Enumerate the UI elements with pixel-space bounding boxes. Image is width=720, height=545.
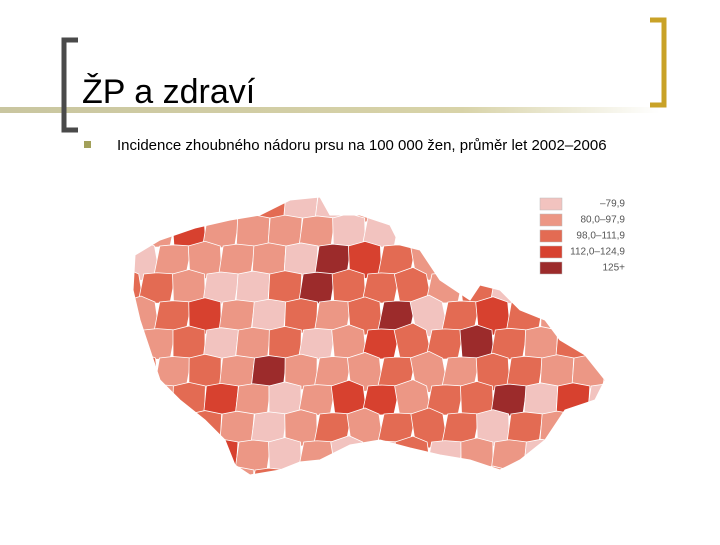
district <box>571 410 605 446</box>
legend-swatch <box>539 229 563 243</box>
district <box>154 467 192 475</box>
bullet-marker <box>84 141 91 148</box>
district <box>539 467 575 475</box>
district <box>602 355 605 389</box>
district <box>460 437 494 475</box>
legend: –79,9 80,0–97,9 98,0–111,9 112,0–124,9 125+ <box>539 197 626 275</box>
district <box>138 439 176 473</box>
district <box>219 355 255 389</box>
district <box>489 216 529 248</box>
district <box>474 197 512 225</box>
district <box>133 210 145 254</box>
district <box>523 438 559 474</box>
title-rule <box>0 107 660 113</box>
district <box>572 465 605 475</box>
district <box>235 326 271 362</box>
district <box>476 465 510 475</box>
district <box>138 384 176 416</box>
legend-swatch <box>539 197 563 211</box>
district <box>524 269 558 307</box>
district <box>602 468 605 475</box>
district <box>187 410 223 446</box>
district <box>361 440 401 472</box>
district <box>586 439 605 473</box>
slide-title: ŽP a zdraví <box>82 73 256 111</box>
left-bracket <box>61 37 78 133</box>
district <box>297 440 337 472</box>
legend-swatch <box>539 261 563 275</box>
district <box>133 197 161 226</box>
legend-label: 112,0–124,9 <box>570 247 625 258</box>
district <box>506 355 544 389</box>
district <box>219 466 255 475</box>
district <box>133 380 143 420</box>
district <box>410 197 448 225</box>
district <box>187 197 223 224</box>
district <box>441 244 481 276</box>
district <box>474 239 512 281</box>
district <box>171 438 207 474</box>
legend-label: 98,0–111,9 <box>576 231 625 242</box>
district <box>410 463 448 475</box>
district <box>218 243 256 277</box>
district <box>133 323 144 365</box>
district <box>394 435 432 475</box>
district <box>602 299 605 333</box>
district <box>586 271 605 305</box>
district <box>153 197 193 220</box>
district <box>425 216 465 248</box>
district <box>586 327 605 361</box>
legend-swatch <box>539 245 563 259</box>
district <box>441 468 481 475</box>
district <box>571 298 605 334</box>
district <box>133 408 159 448</box>
legend-label: 80,0–97,9 <box>581 215 626 226</box>
right-bracket <box>650 17 667 108</box>
district <box>218 299 256 333</box>
legend-swatch <box>539 213 563 227</box>
district <box>203 438 239 474</box>
legend-label: 125+ <box>602 263 625 274</box>
district <box>505 244 545 276</box>
district <box>556 438 590 474</box>
district <box>506 467 544 475</box>
district <box>218 197 256 221</box>
district <box>154 411 192 445</box>
district <box>313 468 353 475</box>
district <box>377 197 417 220</box>
district <box>555 271 591 305</box>
district <box>283 464 319 475</box>
district <box>441 197 481 220</box>
district <box>137 216 177 248</box>
district <box>377 468 417 475</box>
district <box>250 467 288 475</box>
district <box>602 411 605 445</box>
district <box>187 466 223 475</box>
district <box>505 197 545 220</box>
district <box>133 465 158 475</box>
district <box>586 383 605 417</box>
district <box>346 463 384 475</box>
district <box>133 436 143 475</box>
bullet-text: Incidence zhoubného nádoru prsu na 100 0… <box>117 137 607 154</box>
district <box>506 411 544 445</box>
legend-label: –79,9 <box>600 199 625 210</box>
district <box>458 211 496 253</box>
district <box>330 435 368 475</box>
